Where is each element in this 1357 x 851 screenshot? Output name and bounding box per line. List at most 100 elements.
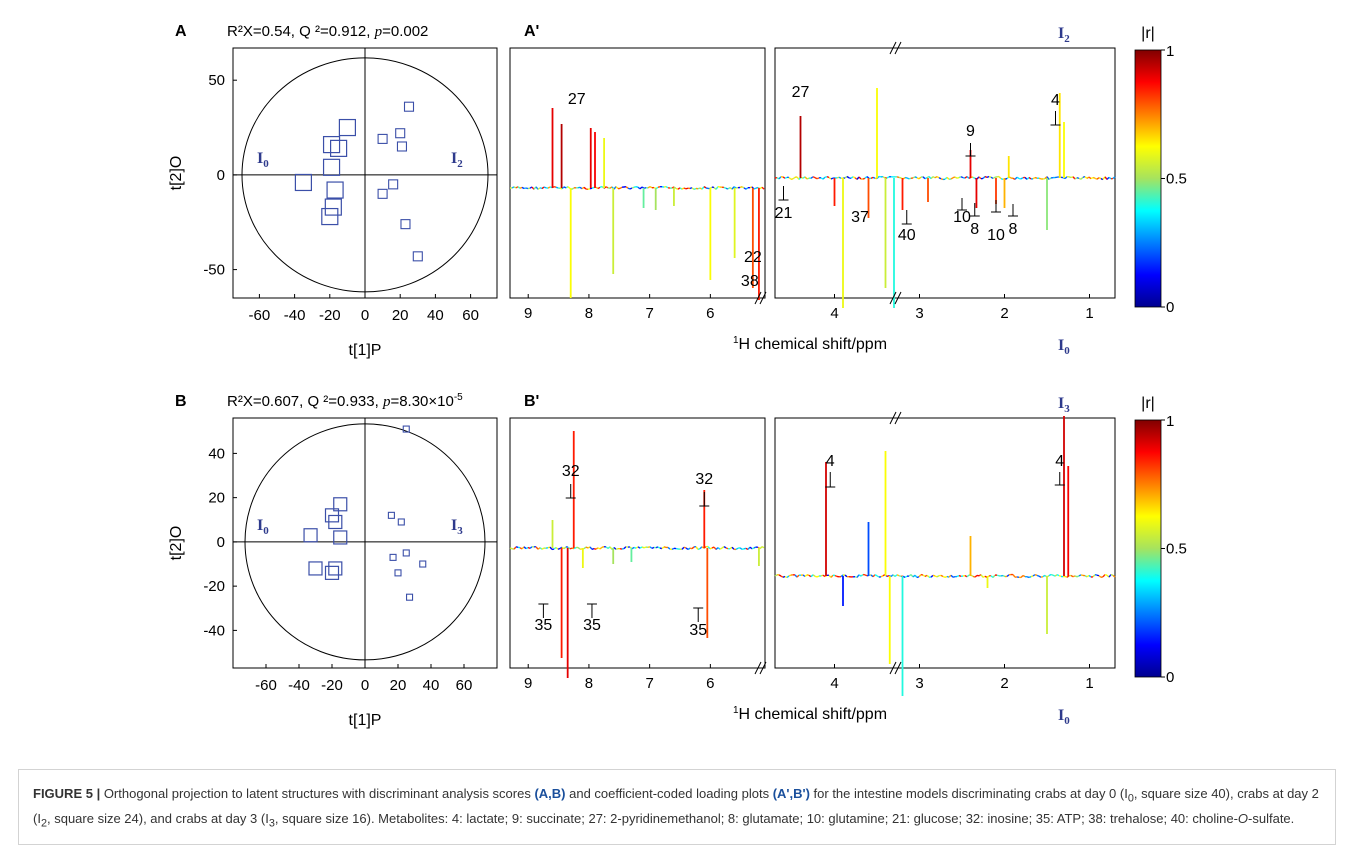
loading-trace-segment [665,185,669,189]
loading-trace-segment [729,546,733,550]
loading-trace-segment [840,574,844,578]
loading-trace-segment [1084,176,1088,179]
subplot-frame-left [509,417,766,669]
x-tick-label: 7 [645,305,653,322]
loading-trace-segment [563,186,567,189]
score-point-group [377,188,388,199]
loading-trace-segment [964,574,968,578]
loading-trace-segment [535,546,539,550]
loading-trace-segment [717,547,721,550]
loading-trace-segment [639,546,643,549]
loading-trace-segment [589,546,593,550]
score-point-group [388,179,399,190]
loading-trace-segment [1092,574,1096,578]
caption-text: for the intestine models discriminating … [809,786,1128,801]
loading-trace-segment [691,187,695,190]
loading-trace-segment [633,186,637,189]
loading-trace-segment [1014,176,1018,180]
score-point-i0 [321,207,339,226]
loading-trace-segment [573,546,577,550]
loading-trace-segment [663,546,667,549]
loading-trace-segment [858,574,862,577]
score-point-i0 [303,528,318,543]
x-tick-label: 0 [361,307,369,324]
score-point-i0 [333,497,348,512]
loading-trace-segment [806,177,810,180]
loading-trace-segment [912,176,916,179]
loading-trace-segment [830,177,834,180]
loading-trace-segment [914,574,918,578]
loading-trace-segment [978,574,982,577]
loading-trace-segment [946,575,950,578]
loading-trace-segment [637,186,641,190]
y-tick-label: -40 [203,622,225,639]
loading-trace-segment [934,175,938,179]
loading-trace-segment [1074,177,1078,180]
loading-trace-segment [589,187,593,190]
loading-trace-segment [649,546,653,549]
loading-trace-segment [605,186,609,189]
x-tick-label: 0 [361,677,369,694]
loading-trace-segment [1070,574,1074,578]
loading-trace-segment [882,176,886,179]
score-point-i0 [338,118,356,137]
score-point-group [387,511,395,519]
loading-trace-segment [685,547,689,551]
model-stats: R²X=0.54, Q ²=0.912, p=0.002 [227,23,428,40]
loading-trace-segment [545,547,549,549]
x-tick-label: 8 [585,305,593,322]
loading-trace-segment [940,178,944,181]
axis-break-mark [889,291,897,305]
loading-trace-segment [814,177,818,180]
x-tick-label: 40 [423,677,440,694]
loading-trace-segment [699,187,703,190]
loading-trace-segment [521,186,525,190]
loading-trace-segment [591,186,595,189]
loading-trace-segment [958,176,962,179]
loading-trace-segment [673,186,677,190]
loading-trace-segment [1094,177,1098,180]
loading-trace-segment [886,176,890,179]
loading-trace-segment [541,186,545,190]
loading-trace-segment [822,176,826,180]
x-tick-label: -20 [321,677,343,694]
loading-trace-segment [695,546,699,550]
loading-trace-segment [595,186,599,190]
loading-trace-segment [743,187,747,190]
peak-annotation: 4 [1051,92,1060,109]
loading-trace-segment [942,575,946,578]
loading-trace-segment [723,546,727,549]
loading-trace-segment [1100,576,1104,579]
colorbars: |r| 1 0.5 0 |r| 1 0.5 0 [1134,25,1187,686]
x-axis-title: 1H chemical shift/ppm [733,705,887,723]
loading-trace-segment [547,546,551,549]
caption-text: , square size 40), crabs at day 2 (I [33,786,1319,826]
loading-trace-segment [579,186,583,190]
loading-trace-segment [1038,575,1042,578]
loading-trace-segment [844,574,848,578]
loading-trace-segment [1024,176,1028,180]
loading-trace-segment [932,574,936,577]
loading-trace-segment [814,575,818,578]
loading-trace-segment [761,186,765,190]
x-tick-label: 1 [1085,675,1093,692]
loading-trace-segment [735,547,739,551]
loading-trace-segment [788,176,792,180]
loading-trace-segment [950,574,954,578]
group-label-bottom: I0 [1058,707,1070,727]
loading-trace-segment [998,176,1002,180]
colorbar-tick-label: 0.5 [1166,541,1187,558]
loading-trace-segment [1012,177,1016,181]
peak-annotation: 32 [562,463,580,480]
x-tick-label: 4 [830,305,838,322]
loading-trace-segment [541,547,545,550]
loading-trace-segment [563,546,567,550]
loading-trace-segment [1096,177,1100,180]
x-tick-label: 1 [1085,305,1093,322]
score-point-i0 [322,135,341,154]
loading-trace-segment [687,547,691,551]
loading-trace-segment [846,175,850,179]
loading-trace-segment [1034,573,1038,577]
loading-trace-segment [627,187,631,190]
loading-trace-segment [872,574,876,578]
